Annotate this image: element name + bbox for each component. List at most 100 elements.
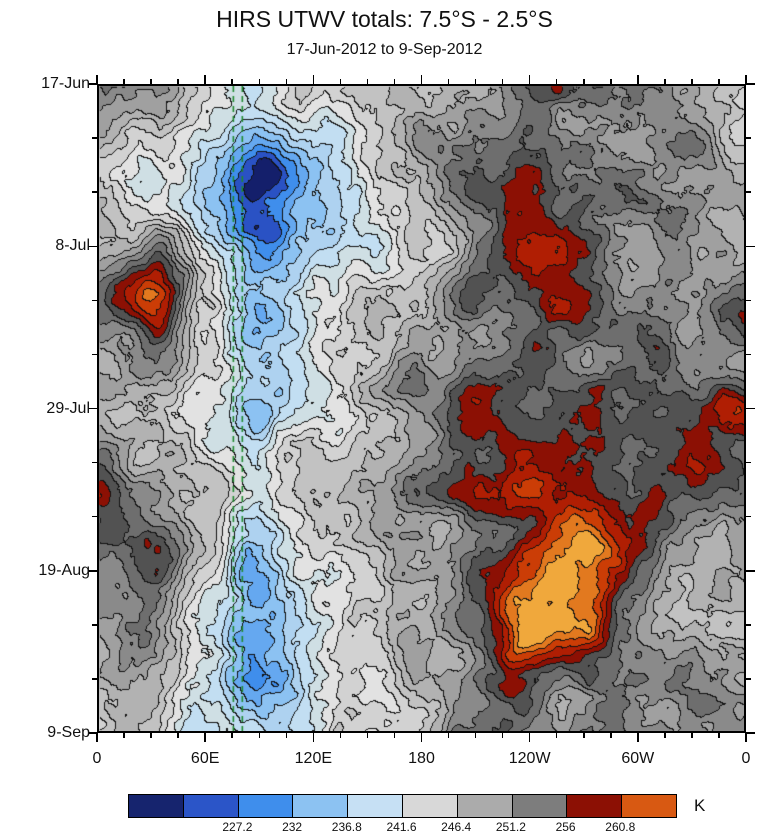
tick-mark [718, 733, 720, 738]
x-tick-label: 60E [190, 750, 220, 767]
tick-mark [285, 733, 288, 738]
tick-mark [231, 733, 233, 738]
colorbar-segment [402, 795, 458, 817]
tick-mark [88, 245, 97, 247]
tick-mark [447, 79, 450, 84]
tick-mark [231, 79, 233, 84]
tick-mark [312, 75, 315, 84]
colorbar [128, 794, 677, 818]
tick-mark [96, 733, 98, 742]
plot-area [97, 84, 746, 733]
x-tick-label: 60W [621, 750, 655, 767]
x-tick-label: 180 [408, 750, 435, 767]
tick-mark [393, 733, 396, 738]
x-tick-label: 0 [741, 750, 751, 767]
tick-mark [746, 678, 751, 680]
colorbar-tick-label: 256 [555, 820, 576, 834]
tick-mark [258, 733, 260, 738]
tick-mark [746, 191, 751, 193]
tick-mark [474, 733, 477, 738]
colorbar-tick-label: 251.2 [495, 820, 526, 834]
tick-mark [746, 732, 755, 734]
tick-mark [92, 515, 97, 518]
tick-mark [745, 75, 747, 84]
x-tick-label: 120E [294, 750, 333, 767]
tick-mark [92, 624, 97, 626]
colorbar-segment [457, 795, 513, 817]
tick-mark [88, 732, 97, 734]
tick-mark [92, 678, 97, 680]
tick-mark [420, 733, 423, 742]
tick-mark [583, 733, 585, 738]
tick-mark [366, 79, 369, 84]
colorbar-segment [183, 795, 239, 817]
tick-mark [555, 733, 558, 738]
tick-mark [583, 79, 585, 84]
tick-mark [637, 733, 639, 742]
colorbar-segment [567, 795, 623, 817]
colorbar-segment [238, 795, 294, 817]
tick-mark [92, 137, 97, 139]
tick-mark [746, 461, 751, 464]
colorbar-segment [348, 795, 403, 817]
tick-mark [366, 733, 369, 738]
colorbar-tick-label: 232 [282, 820, 303, 834]
tick-mark [746, 245, 755, 247]
colorbar-segment [129, 795, 184, 817]
y-tick-label: 29-Jul [46, 399, 90, 417]
tick-mark [150, 79, 152, 84]
tick-mark [123, 733, 125, 738]
colorbar-tick-label: 236.8 [331, 820, 362, 834]
tick-mark [92, 191, 97, 193]
colorbar-tick-label: 246.4 [441, 820, 472, 834]
tick-mark [691, 733, 693, 738]
colorbar-tick-label: 241.6 [386, 820, 417, 834]
tick-mark [528, 75, 531, 84]
y-tick-label: 9-Sep [47, 724, 90, 741]
tick-mark [637, 75, 639, 84]
tick-mark [718, 79, 720, 84]
tick-mark [746, 299, 751, 302]
tick-mark [746, 570, 755, 572]
tick-mark [745, 733, 747, 742]
colorbar-tick-label: 227.2 [222, 820, 253, 834]
tick-mark [92, 461, 97, 464]
tick-mark [393, 79, 396, 84]
tick-mark [339, 733, 342, 738]
x-tick-label: 0 [92, 750, 102, 767]
tick-mark [528, 733, 531, 742]
x-tick-label: 120W [508, 750, 551, 767]
tick-mark [88, 570, 97, 572]
tick-mark [746, 515, 751, 518]
colorbar-segment [622, 795, 676, 817]
colorbar-tick-label: 260.8 [605, 820, 636, 834]
tick-mark [420, 75, 423, 84]
tick-mark [474, 79, 477, 84]
tick-mark [150, 733, 152, 738]
hovmoller-field-canvas [99, 86, 744, 731]
tick-mark [501, 733, 504, 738]
colorbar-segment [293, 795, 349, 817]
tick-mark [88, 83, 97, 85]
tick-mark [664, 733, 666, 738]
tick-mark [555, 79, 558, 84]
tick-mark [447, 733, 450, 738]
tick-mark [746, 353, 751, 356]
tick-mark [123, 79, 125, 84]
tick-mark [204, 733, 206, 742]
colorbar-unit-label: K [694, 796, 706, 815]
tick-mark [746, 137, 751, 139]
tick-mark [691, 79, 693, 84]
tick-mark [88, 407, 97, 410]
tick-mark [746, 83, 755, 85]
tick-mark [92, 299, 97, 302]
tick-mark [746, 624, 751, 626]
chart-title: HIRS UTWV totals: 7.5°S - 2.5°S [216, 6, 553, 32]
tick-mark [312, 733, 315, 742]
chart-subtitle: 17-Jun-2012 to 9-Sep-2012 [286, 41, 483, 58]
tick-mark [746, 407, 755, 410]
tick-mark [96, 75, 98, 84]
tick-mark [204, 75, 206, 84]
tick-mark [339, 79, 342, 84]
colorbar-segment [512, 795, 568, 817]
